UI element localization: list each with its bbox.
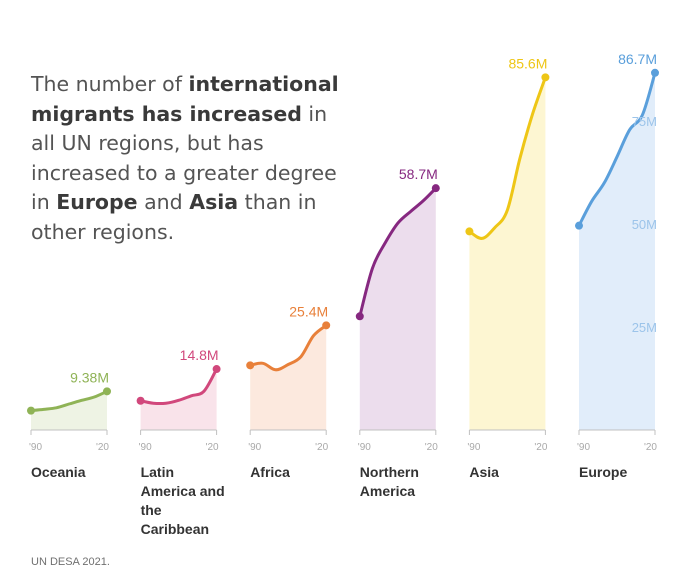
region-label-africa-1: Africa — [250, 464, 290, 480]
line-europe — [577, 71, 657, 228]
x-tick-start-oceania: '90 — [29, 442, 42, 453]
value-label-northern-america: 58.7M — [399, 166, 438, 182]
region-label-latin-america-and-the-caribbean-2: America and — [141, 483, 225, 499]
headline-bold-asia: Asia — [189, 190, 239, 214]
point-end-latin-america-and-the-caribbean — [212, 365, 221, 374]
point-start-asia — [465, 227, 474, 236]
area-latin-america-and-the-caribbean — [140, 369, 217, 430]
area-africa — [250, 325, 327, 430]
point-end-europe — [651, 68, 659, 77]
line-latin-america-and-the-caribbean — [139, 367, 219, 406]
area-asia — [469, 77, 546, 431]
headline: The number of international migrants has… — [31, 70, 351, 247]
point-end-northern-america — [431, 184, 440, 193]
point-start-latin-america-and-the-caribbean — [136, 396, 145, 405]
headline-text-1: The number of — [31, 72, 189, 96]
headline-text-4: than in other regions. — [31, 190, 317, 244]
region-label-northern-america-2: America — [360, 483, 415, 499]
headline-bold-1: international migrants has increased — [31, 72, 339, 126]
headline-text-2: in all UN regions, but has increased to … — [31, 101, 337, 215]
region-label-asia-1: Asia — [469, 464, 499, 480]
line-africa — [248, 323, 328, 372]
x-tick-end-northern-america: '20 — [425, 442, 438, 453]
y-tick-label-50: 50M — [632, 217, 657, 232]
headline-bold-europe: Europe — [56, 190, 138, 214]
value-label-latin-america-and-the-caribbean: 14.8M — [180, 347, 219, 363]
region-label-europe-1: Europe — [579, 464, 627, 480]
point-start-africa — [246, 361, 255, 370]
x-tick-end-africa: '20 — [315, 442, 328, 453]
x-tick-end-europe: '20 — [644, 442, 657, 453]
x-tick-end-latin-america-and-the-caribbean: '20 — [206, 442, 219, 453]
line-asia — [467, 75, 547, 240]
value-label-europe: 86.7M — [618, 51, 657, 67]
point-end-oceania — [103, 387, 111, 396]
value-label-asia: 85.6M — [508, 55, 547, 71]
region-label-latin-america-and-the-caribbean-1: Latin — [141, 464, 174, 480]
line-northern-america — [358, 186, 438, 318]
x-tick-start-northern-america: '90 — [358, 442, 371, 453]
point-start-northern-america — [355, 312, 364, 321]
area-europe — [579, 72, 655, 431]
y-tick-label-75: 75M — [632, 114, 657, 129]
x-tick-end-oceania: '20 — [96, 442, 109, 453]
source-note: UN DESA 2021. — [31, 556, 110, 568]
region-label-latin-america-and-the-caribbean-3: the — [141, 502, 162, 518]
y-tick-label-25: 25M — [632, 320, 657, 335]
region-label-oceania-1: Oceania — [31, 464, 86, 480]
value-label-oceania: 9.38M — [70, 369, 109, 385]
line-oceania — [29, 389, 109, 413]
x-tick-start-latin-america-and-the-caribbean: '90 — [139, 442, 152, 453]
x-tick-start-europe: '90 — [577, 442, 590, 453]
point-start-europe — [575, 221, 583, 230]
point-end-africa — [322, 321, 331, 330]
x-tick-start-africa: '90 — [248, 442, 261, 453]
region-label-northern-america-1: Northern — [360, 464, 419, 480]
point-start-oceania — [27, 406, 35, 415]
region-label-latin-america-and-the-caribbean-4: Caribbean — [141, 521, 209, 537]
x-tick-start-asia: '90 — [467, 442, 480, 453]
point-end-asia — [541, 73, 550, 82]
area-oceania — [31, 391, 107, 430]
headline-text-3: and — [137, 190, 190, 214]
area-northern-america — [359, 188, 436, 430]
x-tick-end-asia: '20 — [534, 442, 547, 453]
value-label-africa: 25.4M — [289, 303, 328, 319]
